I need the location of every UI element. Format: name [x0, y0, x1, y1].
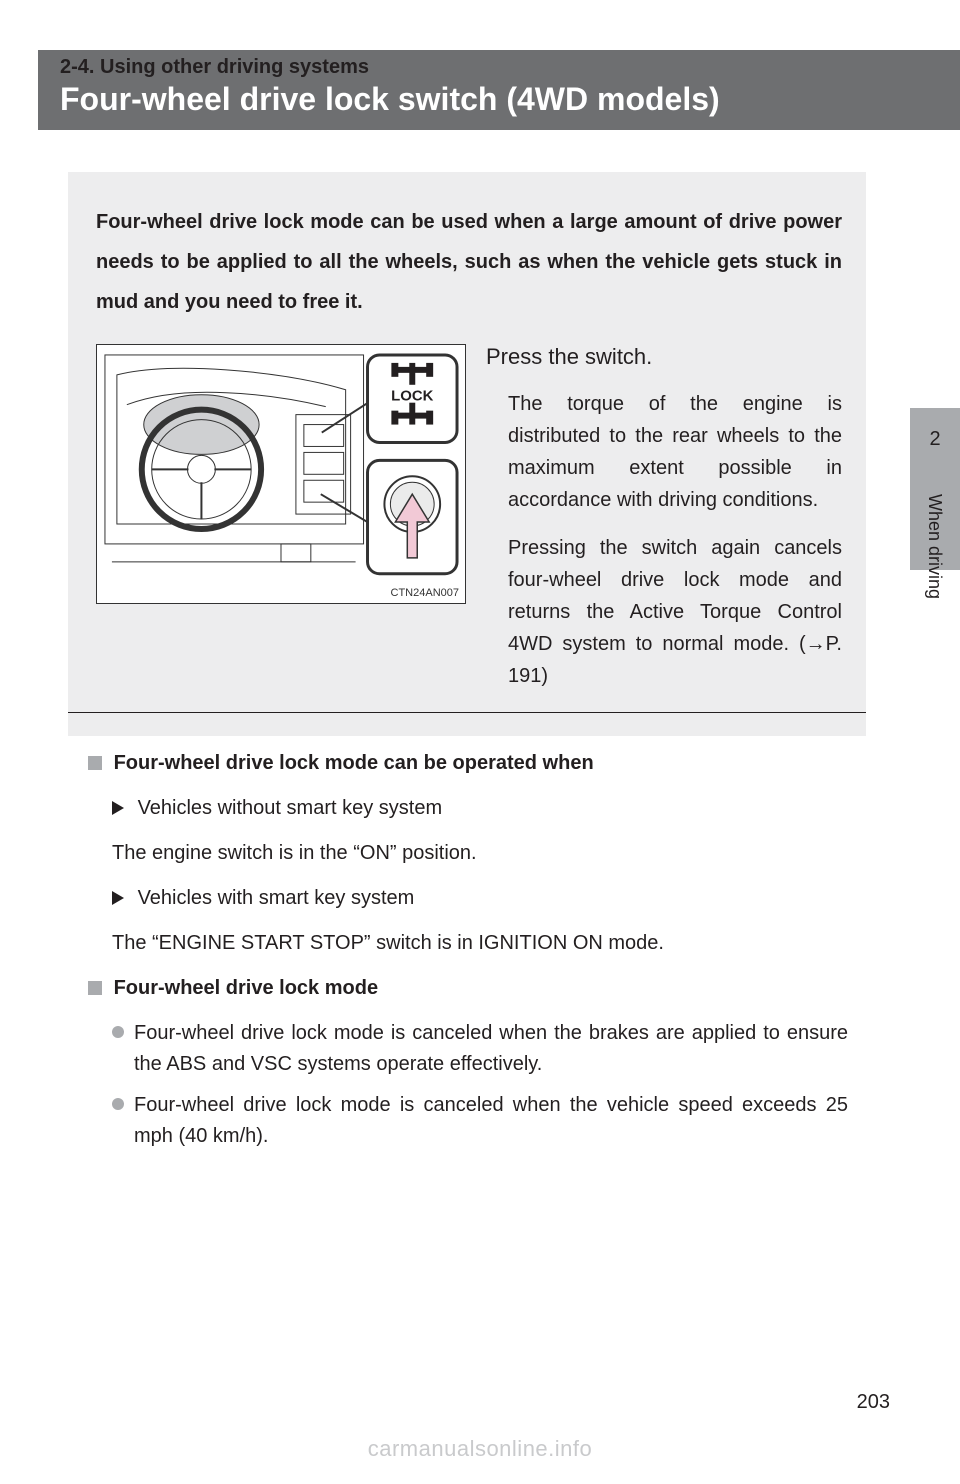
- heading-1-text: Four-wheel drive lock mode can be operat…: [114, 752, 594, 774]
- triangle-bullet-icon: [112, 891, 124, 905]
- intro-text: Four-wheel drive lock mode can be used w…: [96, 202, 842, 322]
- heading-2: Four-wheel drive lock mode: [88, 973, 848, 1004]
- heading-2-text: Four-wheel drive lock mode: [114, 977, 379, 999]
- page-title: Four-wheel drive lock switch (4WD models…: [60, 81, 960, 118]
- side-tab-number: 2: [910, 428, 960, 451]
- dashboard-svg: LOCK: [97, 345, 465, 604]
- press-switch-text: Press the switch.: [486, 344, 842, 370]
- header-bar: 2-4. Using other driving systems Four-wh…: [38, 50, 960, 130]
- info-row: LOCK CTN24AN007 Press the switch. The to…: [96, 344, 842, 708]
- illustration-ref: CTN24AN007: [391, 587, 459, 599]
- square-bullet-icon: [88, 981, 102, 995]
- side-tab: 2 When driving: [910, 408, 960, 570]
- info-sub-1: The torque of the engine is distributed …: [508, 388, 842, 516]
- bullet-2-text: Four-wheel drive lock mode is canceled w…: [134, 1090, 848, 1152]
- info-sub-2: Pressing the switch again cancels four-w…: [508, 532, 842, 692]
- section-label: 2-4. Using other driving systems: [60, 56, 960, 79]
- variant-1: Vehicles without smart key system: [112, 793, 848, 824]
- bullet-1-text: Four-wheel drive lock mode is canceled w…: [134, 1018, 848, 1080]
- bullet-1: Four-wheel drive lock mode is canceled w…: [112, 1018, 848, 1080]
- page-number: 203: [857, 1391, 890, 1414]
- dashboard-illustration: LOCK CTN24AN007: [96, 344, 466, 604]
- side-tab-text: When driving: [924, 494, 945, 599]
- variant-2-text: Vehicles with smart key system: [138, 887, 415, 909]
- triangle-bullet-icon: [112, 801, 124, 815]
- body-content: Four-wheel drive lock mode can be operat…: [88, 748, 848, 1162]
- variant-2: Vehicles with smart key system: [112, 883, 848, 914]
- line-1: The engine switch is in the “ON” positio…: [112, 838, 848, 869]
- watermark: carmanualsonline.info: [0, 1436, 960, 1462]
- line-2: The “ENGINE START STOP” switch is in IGN…: [112, 928, 848, 959]
- bullet-2: Four-wheel drive lock mode is canceled w…: [112, 1090, 848, 1152]
- disc-bullet-icon: [112, 1098, 124, 1110]
- info-right-column: Press the switch. The torque of the engi…: [486, 344, 842, 708]
- divider-line: [68, 712, 866, 713]
- svg-text:LOCK: LOCK: [391, 389, 433, 405]
- variant-1-text: Vehicles without smart key system: [138, 797, 443, 819]
- square-bullet-icon: [88, 756, 102, 770]
- heading-1: Four-wheel drive lock mode can be operat…: [88, 748, 848, 779]
- disc-bullet-icon: [112, 1026, 124, 1038]
- info-box: Four-wheel drive lock mode can be used w…: [68, 172, 866, 736]
